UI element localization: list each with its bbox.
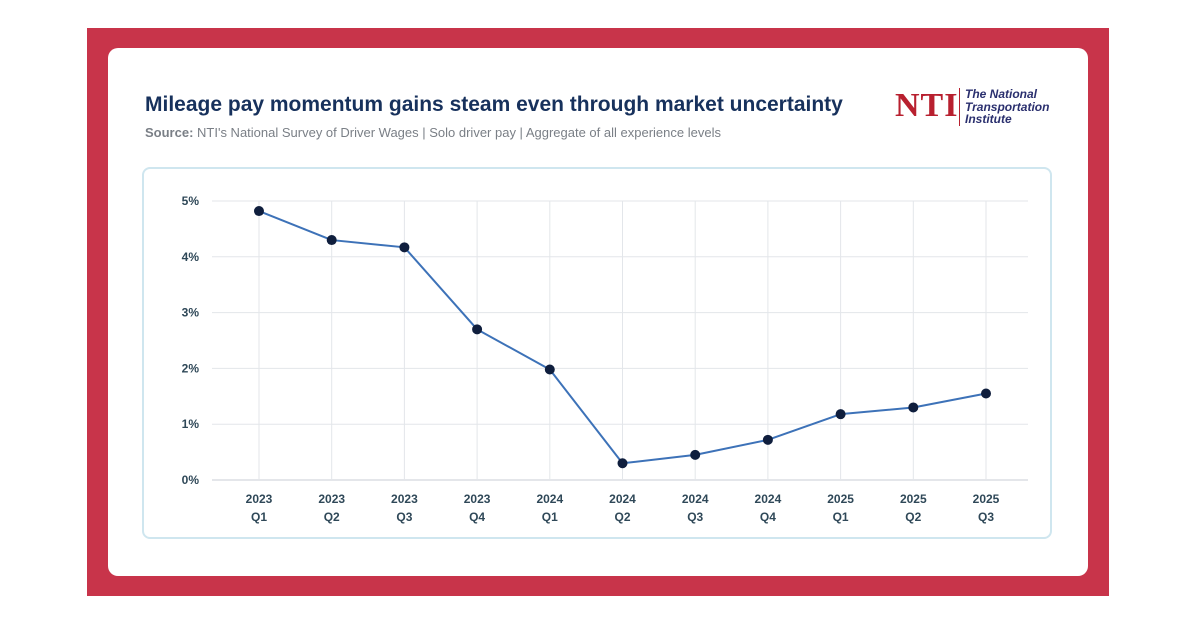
x-tick-label-quarter: Q3	[687, 510, 703, 524]
nti-logo-mark: NTI	[895, 87, 959, 124]
x-tick-label-quarter: Q3	[396, 510, 412, 524]
x-tick-label-quarter: Q1	[833, 510, 849, 524]
logo-divider	[959, 88, 960, 126]
data-point	[908, 402, 919, 413]
source-label: Source:	[145, 125, 194, 140]
x-tick-label-year: 2024	[609, 492, 636, 506]
x-tick-label-quarter: Q1	[251, 510, 267, 524]
data-point	[981, 388, 991, 399]
chart-area	[142, 167, 1052, 539]
x-tick-label-year: 2025	[900, 492, 927, 506]
nti-logo-text: The National Transportation Institute	[965, 88, 1049, 126]
data-point	[326, 235, 337, 246]
x-tick-label-year: 2025	[973, 492, 1000, 506]
x-tick-label-year: 2024	[682, 492, 709, 506]
logo-line-3: Institute	[965, 112, 1012, 126]
chart-title: Mileage pay momentum gains steam even th…	[145, 93, 843, 116]
y-tick-label: 2%	[182, 361, 200, 375]
x-tick-label-year: 2023	[391, 492, 418, 506]
x-tick-label-year: 2024	[755, 492, 782, 506]
data-point	[254, 206, 264, 217]
data-point	[617, 458, 628, 469]
data-point	[472, 324, 483, 335]
x-tick-label-year: 2025	[827, 492, 854, 506]
y-tick-label: 5%	[182, 194, 200, 208]
logo-line-2: Transportation	[965, 99, 1050, 114]
x-tick-label-quarter: Q3	[978, 510, 994, 524]
x-tick-label-year: 2024	[536, 492, 563, 506]
data-point	[544, 364, 555, 375]
x-tick-label-quarter: Q1	[542, 510, 558, 524]
data-point	[399, 242, 410, 253]
source-text: NTI's National Survey of Driver Wages | …	[193, 125, 721, 140]
x-tick-label-quarter: Q4	[469, 510, 485, 524]
logo-line-1: The National	[965, 87, 1038, 101]
x-tick-label-quarter: Q2	[905, 510, 921, 524]
x-tick-label-year: 2023	[464, 492, 491, 506]
x-tick-label-quarter: Q4	[760, 510, 776, 524]
x-tick-label-quarter: Q2	[614, 510, 630, 524]
y-tick-label: 4%	[182, 250, 200, 264]
chart-subtitle: Source: NTI's National Survey of Driver …	[145, 125, 721, 140]
data-point	[690, 449, 701, 460]
data-point	[835, 409, 846, 420]
x-tick-label-quarter: Q2	[324, 510, 340, 524]
x-tick-label-year: 2023	[318, 492, 345, 506]
y-tick-label: 3%	[182, 306, 200, 320]
x-tick-label-year: 2023	[246, 492, 273, 506]
chart-card	[108, 48, 1088, 576]
data-point	[762, 434, 773, 445]
y-tick-label: 1%	[182, 417, 200, 431]
y-tick-label: 0%	[182, 473, 200, 487]
